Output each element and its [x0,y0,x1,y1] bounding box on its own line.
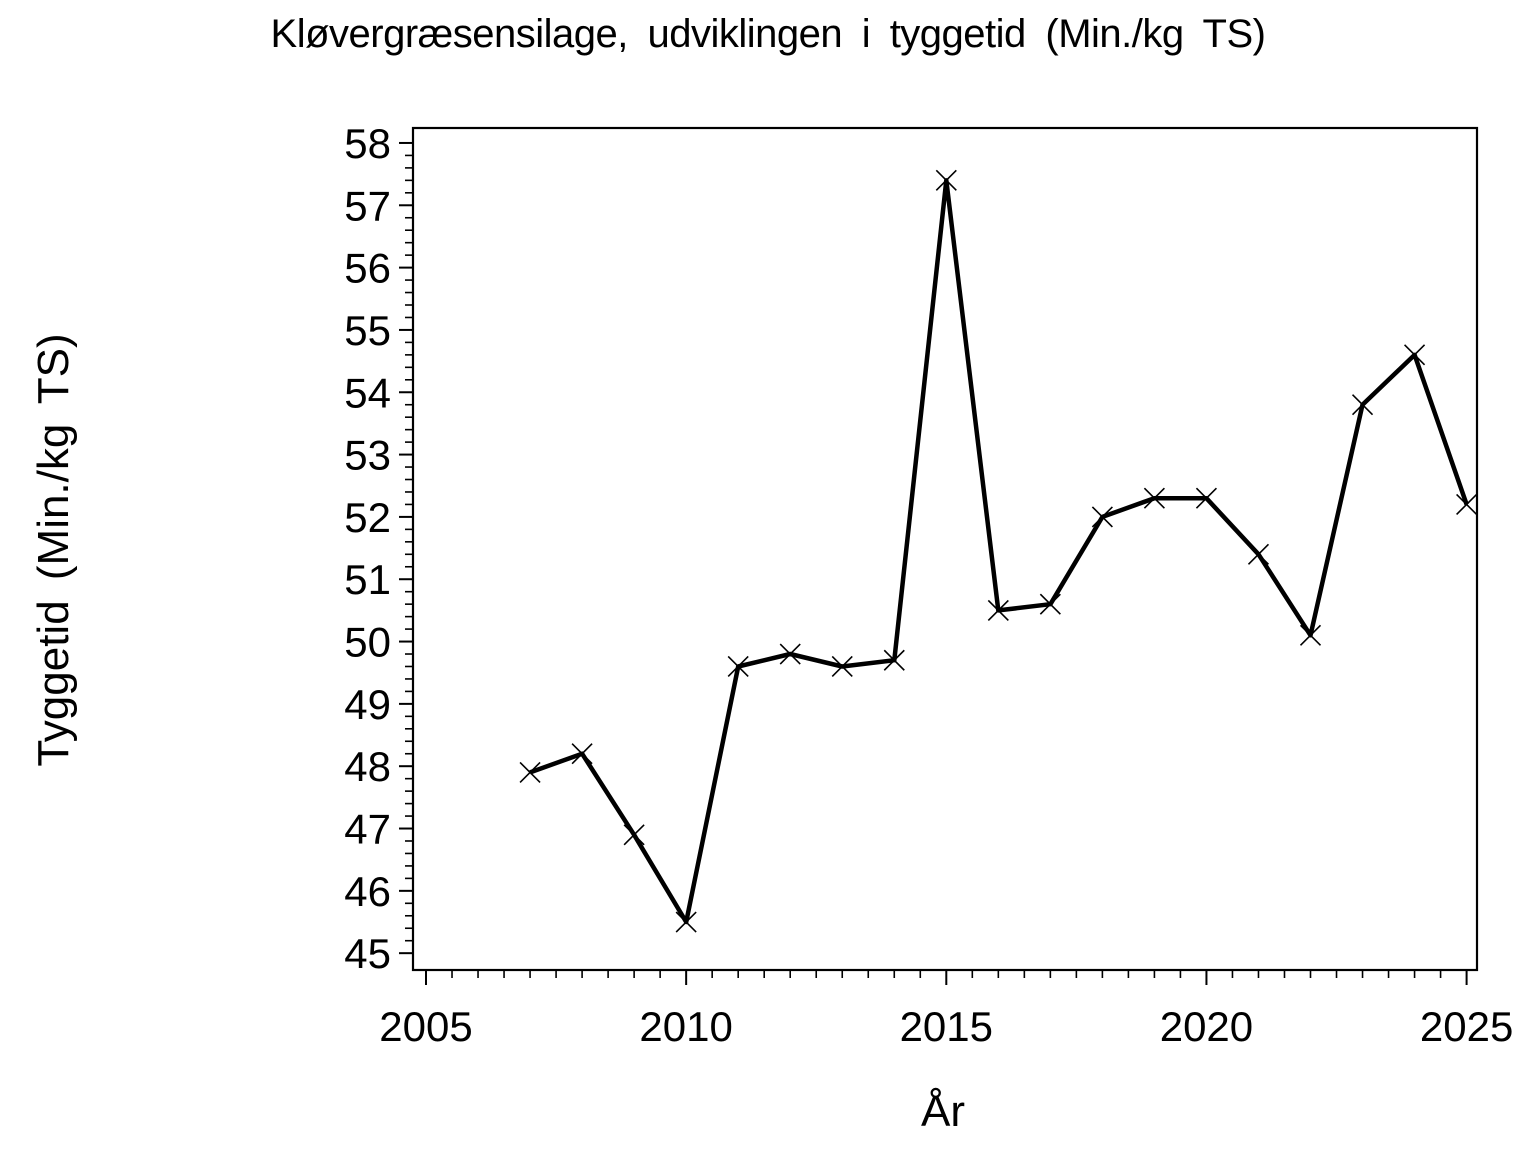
y-axis-label: Tyggetid (Min./kg TS) [29,333,78,767]
y-tick-label: 54 [344,369,391,416]
x-marker-icon [1351,394,1374,416]
x-marker-icon [831,655,853,678]
y-tick-label: 57 [344,182,391,229]
x-marker-icon [883,649,905,671]
x-marker-icon [675,911,697,933]
x-marker-icon [987,599,1009,621]
x-marker-icon [1456,493,1478,516]
x-marker-icon [779,643,801,665]
y-tick-label: 47 [344,806,391,853]
y-tick-label: 46 [344,868,391,915]
x-marker-icon [1039,593,1061,615]
data-line [529,178,1469,925]
x-marker-icon [623,824,645,846]
x-marker-icon [1403,344,1426,366]
y-tick-label: 49 [344,681,391,728]
y-tick-label: 55 [344,307,391,354]
y-tick-label: 56 [344,245,391,292]
x-marker-icon [519,761,541,783]
x-marker-icon [727,655,749,678]
y-tick-label: 53 [344,432,391,479]
x-tick-label: 2015 [900,1003,993,1050]
x-marker-icon [571,743,593,765]
y-tick-label: 45 [344,930,391,977]
x-tick-label: 2025 [1420,1003,1513,1050]
plot-frame [411,126,1479,972]
x-tick-label: 2010 [639,1003,732,1050]
y-tick-label: 52 [344,494,391,541]
x-marker-icon [1195,487,1218,509]
x-tick-label: 2020 [1160,1003,1253,1050]
y-tick-label: 58 [344,120,391,167]
y-tick-label: 48 [344,743,391,790]
x-axis-label: År [921,1087,965,1136]
x-marker-icon [935,169,957,191]
y-tick-label: 50 [344,619,391,666]
x-marker-icon [1091,506,1113,528]
x-marker-icon [1143,487,1165,509]
x-marker-icon [1247,543,1270,565]
chart-title: Kløvergræsensilage, udviklingen i tygget… [270,12,1266,56]
x-marker-icon [1299,624,1322,646]
x-tick-label: 2005 [379,1003,472,1050]
y-tick-label: 51 [344,556,391,603]
